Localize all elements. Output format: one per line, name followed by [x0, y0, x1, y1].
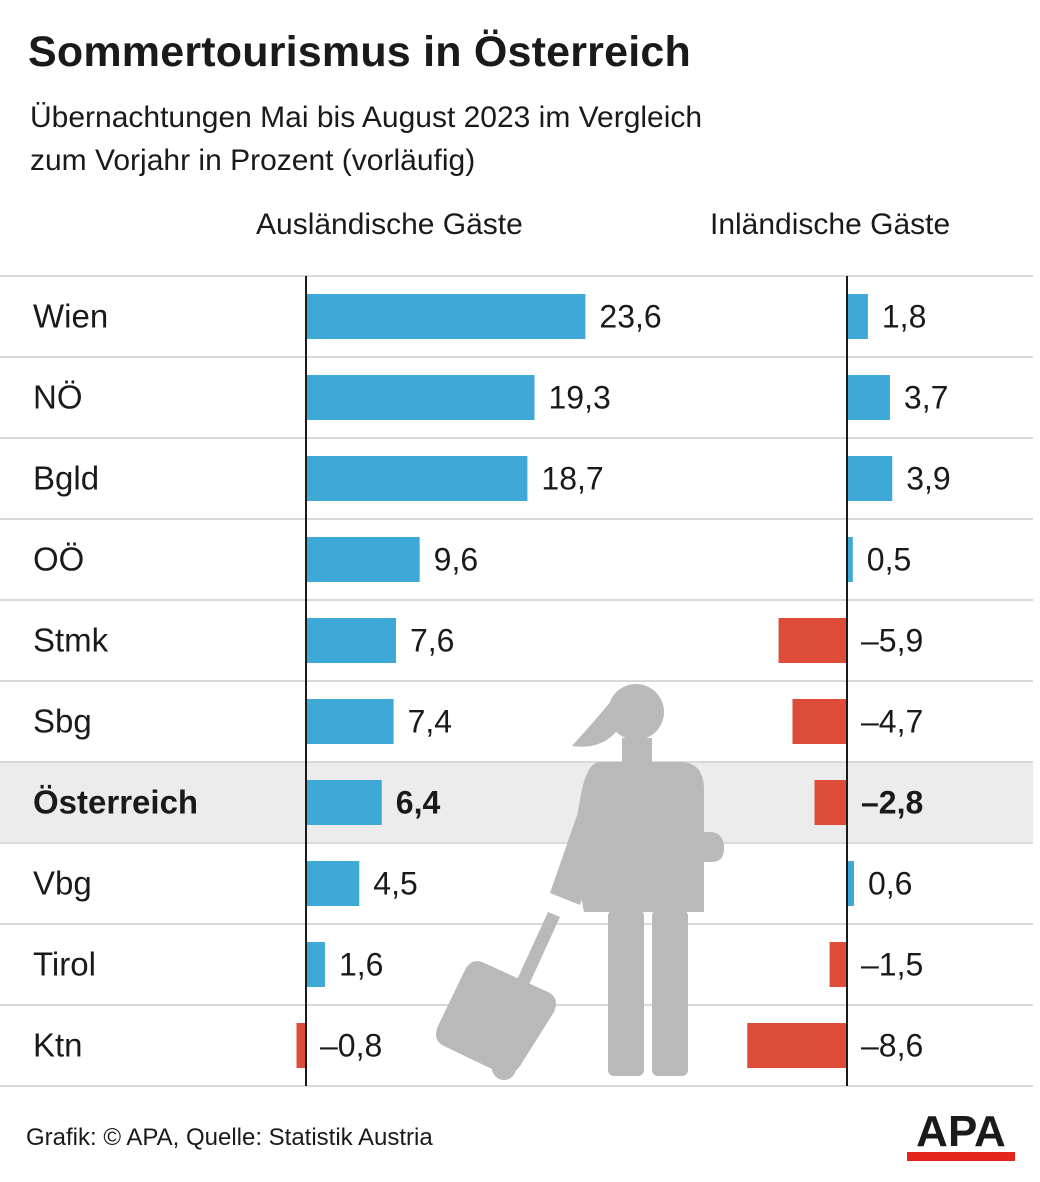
foreign-bar	[296, 1023, 306, 1068]
foreign-value-label: 1,6	[339, 947, 383, 983]
category-label: Stmk	[33, 622, 109, 659]
domestic-value-label: –8,6	[861, 1028, 923, 1064]
suitcase-handle	[510, 912, 560, 1000]
traveler-with-suitcase-icon	[436, 684, 724, 1080]
domestic-bar	[778, 618, 847, 663]
foreign-bar	[306, 942, 325, 987]
foreign-value-label: 18,7	[541, 461, 603, 497]
category-label: OÖ	[33, 541, 84, 578]
bar-chart: Wien 23,6 1,8 NÖ 19,3 3,7 Bgld 18,7 3,9 OÖ 9,6 0,5 S…	[0, 275, 1033, 1087]
silhouette-left-leg	[608, 910, 644, 1076]
domestic-bar	[847, 294, 868, 339]
column-header-foreign-guests: Ausländische Gäste	[256, 208, 523, 241]
chart-title: Sommertourismus in Österreich	[28, 28, 691, 76]
domestic-value-label: 3,7	[904, 380, 948, 416]
domestic-bar	[792, 699, 847, 744]
category-label: Wien	[33, 298, 108, 335]
category-label: NÖ	[33, 379, 83, 416]
category-label: Vbg	[33, 865, 92, 902]
foreign-bar	[306, 456, 528, 501]
foreign-value-label: 19,3	[549, 380, 611, 416]
domestic-bar	[847, 537, 853, 582]
column-header-domestic-guests: Inländische Gäste	[710, 208, 951, 241]
apa-logo-text: APA	[916, 1108, 1006, 1156]
foreign-bar	[306, 537, 420, 582]
foreign-value-label: 6,4	[396, 785, 441, 821]
foreign-bar	[306, 294, 586, 339]
foreign-value-label: –0,8	[320, 1028, 382, 1064]
domestic-value-label: 0,6	[868, 866, 912, 902]
silhouette-right-arm	[682, 832, 724, 862]
silhouette-left-arm	[550, 778, 612, 905]
foreign-value-label: 9,6	[434, 542, 478, 578]
foreign-bar	[306, 699, 394, 744]
chart-subtitle-line-1: Übernachtungen Mai bis August 2023 im Ve…	[30, 101, 703, 134]
silhouette-ponytail	[572, 700, 616, 747]
foreign-value-label: 23,6	[599, 299, 661, 335]
category-label: Bgld	[33, 460, 99, 497]
domestic-value-label: 0,5	[867, 542, 911, 578]
silhouette-head	[608, 684, 664, 740]
chart-subtitle-line-2: zum Vorjahr in Prozent (vorläufig)	[30, 144, 476, 177]
foreign-value-label: 7,4	[408, 704, 452, 740]
category-label: Ktn	[33, 1027, 83, 1064]
highlight-row-background	[0, 762, 1033, 843]
apa-logo-bar	[907, 1152, 1015, 1161]
silhouette-right-leg	[652, 910, 688, 1076]
foreign-bar	[306, 375, 535, 420]
foreign-bar	[306, 780, 382, 825]
domestic-value-label: –5,9	[861, 623, 923, 659]
domestic-value-label: 1,8	[882, 299, 926, 335]
domestic-value-label: 3,9	[906, 461, 950, 497]
foreign-value-label: 7,6	[410, 623, 454, 659]
domestic-bar	[847, 861, 854, 906]
category-label: Sbg	[33, 703, 92, 740]
domestic-bar	[747, 1023, 847, 1068]
domestic-value-label: –1,5	[861, 947, 923, 983]
domestic-value-label: –4,7	[861, 704, 923, 740]
domestic-bar	[814, 780, 847, 825]
foreign-bar	[306, 618, 396, 663]
domestic-value-label: –2,8	[861, 785, 923, 821]
silhouette-neck	[622, 738, 652, 762]
source-credit: Grafik: © APA, Quelle: Statistik Austria	[26, 1124, 433, 1151]
suitcase-wheel	[492, 1056, 516, 1080]
domestic-bar	[829, 942, 847, 987]
category-label: Österreich	[33, 784, 198, 821]
foreign-value-label: 4,5	[373, 866, 417, 902]
domestic-bar	[847, 456, 893, 501]
suitcase-body	[436, 961, 556, 1074]
foreign-bar	[306, 861, 360, 906]
category-label: Tirol	[33, 946, 96, 983]
domestic-bar	[847, 375, 890, 420]
apa-logo: APA	[907, 1108, 1015, 1161]
